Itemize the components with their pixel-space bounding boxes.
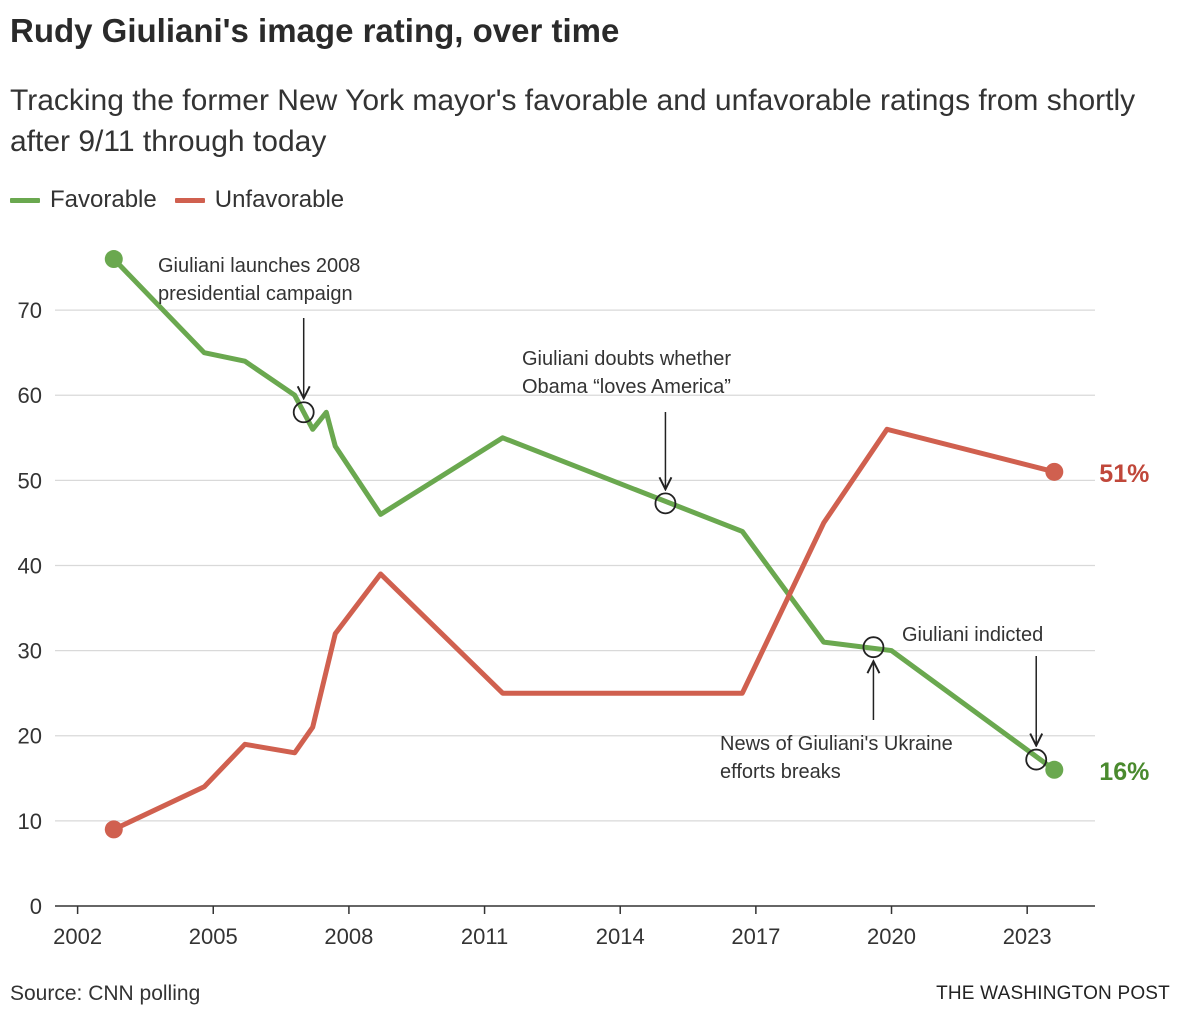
annotation-label-1-line-2: presidential campaign	[158, 283, 353, 305]
publisher-credit: THE WASHINGTON POST	[936, 983, 1170, 1004]
series-line-unfavorable	[111, 426, 1057, 832]
annotation-label-3-line-1: News of Giuliani's Ukraine	[720, 733, 953, 755]
annotation-label-2-line-2: Obama “loves America”	[522, 376, 731, 398]
x-tick-label-2017: 2017	[731, 924, 780, 949]
x-tick-label-2002: 2002	[53, 924, 102, 949]
x-tick-label-2020: 2020	[867, 924, 916, 949]
x-tick-label-2011: 2011	[461, 924, 508, 949]
annotation-marker-3	[862, 636, 885, 659]
legend-item-favorable: Favorable	[10, 186, 157, 214]
series-end-label-unfavorable: 51%	[1099, 460, 1149, 488]
x-tick-label-2014: 2014	[596, 924, 645, 949]
x-tick-label-2023: 2023	[1003, 924, 1052, 949]
y-tick-label-40: 40	[18, 553, 42, 578]
series-start-point-favorable	[104, 250, 123, 269]
x-tick-label-2008: 2008	[324, 924, 373, 949]
chart-title: Rudy Giuliani's image rating, over time	[10, 12, 620, 49]
y-tick-label-0: 0	[30, 894, 42, 919]
y-tick-label-70: 70	[18, 298, 42, 323]
y-tick-label-30: 30	[18, 639, 42, 664]
source-note: Source: CNN polling	[10, 982, 201, 1005]
annotation-label-1-line-1: Giuliani launches 2008	[158, 255, 360, 277]
y-tick-label-10: 10	[18, 809, 42, 834]
annotation-marker-4	[1025, 748, 1048, 771]
y-tick-label-20: 20	[18, 724, 42, 749]
x-tick-label-2005: 2005	[189, 924, 238, 949]
series-line-favorable	[111, 256, 1057, 773]
series-start-point-unfavorable	[104, 820, 123, 839]
series-end-label-favorable: 16%	[1099, 758, 1149, 786]
legend: Favorable Unfavorable	[10, 186, 362, 214]
legend-swatch-favorable	[10, 197, 40, 203]
annotation-label-4-line-1: Giuliani indicted	[902, 624, 1043, 646]
legend-item-unfavorable: Unfavorable	[174, 186, 345, 214]
annotation-marker-2	[654, 492, 677, 515]
chart-subtitle: Tracking the former New York mayor's fav…	[10, 84, 1136, 158]
series-end-point-unfavorable	[1045, 462, 1064, 481]
legend-swatch-unfavorable	[174, 197, 205, 203]
legend-label-favorable: Favorable	[50, 186, 157, 213]
annotation-label-2-line-1: Giuliani doubts whether	[522, 348, 731, 370]
legend-label-unfavorable: Unfavorable	[214, 186, 345, 213]
y-tick-label-60: 60	[18, 383, 42, 408]
y-tick-label-50: 50	[18, 468, 42, 493]
annotation-marker-1	[292, 401, 315, 424]
annotation-label-3-line-2: efforts breaks	[720, 761, 841, 783]
series-end-point-favorable	[1045, 760, 1064, 779]
